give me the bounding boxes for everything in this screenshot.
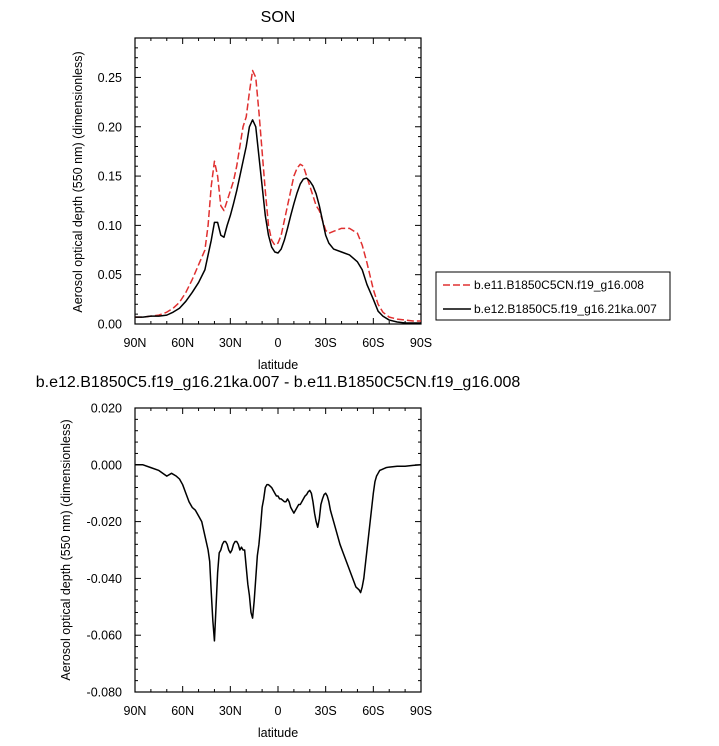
bottom-x-tick-label: 60N <box>171 704 194 718</box>
bottom-plot-frame <box>134 407 422 693</box>
top-x-tick-label: 90S <box>410 336 432 350</box>
bottom-y-tick-label: -0.060 <box>87 629 122 643</box>
legend-label-series-2: b.e12.B1850C5.f19_g16.21ka.007 <box>474 302 657 316</box>
top-panel: SON 90N 60N 30N 0 30S 60S 90S 0.00 0.05 0.10 0.15 0… <box>71 9 432 372</box>
top-x-tick-label: 30S <box>315 336 337 350</box>
bottom-x-tick-label: 90N <box>124 704 147 718</box>
top-y-tick-label: 0.00 <box>98 318 122 332</box>
bottom-x-tick-label: 30N <box>219 704 242 718</box>
top-x-tick-label: 90N <box>124 336 147 350</box>
bottom-y-tick-label: 0.020 <box>91 402 122 416</box>
top-chart-title: SON <box>261 9 296 26</box>
top-y-tick-label: 0.10 <box>98 219 122 233</box>
legend: b.e11.B1850C5CN.f19_g16.008 b.e12.B1850C… <box>435 271 671 321</box>
top-x-tick-label: 60N <box>171 336 194 350</box>
bottom-y-tick-label: -0.040 <box>87 572 122 586</box>
top-series-line-2 <box>135 119 421 324</box>
bottom-chart-title: b.e12.B1850C5.f19_g16.21ka.007 - b.e11.B… <box>36 374 521 391</box>
top-plot-frame <box>134 37 422 325</box>
bottom-axes: 90N 60N 30N 0 30S 60S 90S -0.080 -0.060 -0.040 -0.… <box>87 402 433 719</box>
top-y-axis-label: Aerosol optical depth (550 nm) (dimensio… <box>71 51 85 312</box>
bottom-x-tick-label: 30S <box>315 704 337 718</box>
bottom-y-tick-label: 0.000 <box>91 458 122 472</box>
bottom-y-axis-label: Aerosol optical depth (550 nm) (dimensio… <box>59 419 73 680</box>
top-y-tick-label: 0.25 <box>98 71 122 85</box>
bottom-x-axis-label: latitude <box>258 726 298 740</box>
bottom-x-tick-label: 90S <box>410 704 432 718</box>
bottom-y-tick-label: -0.020 <box>87 515 122 529</box>
top-y-tick-label: 0.15 <box>98 170 122 184</box>
bottom-x-tick-label: 60S <box>362 704 384 718</box>
bottom-series-lines <box>135 464 422 642</box>
legend-box <box>435 271 671 321</box>
top-y-tick-label: 0.20 <box>98 120 122 134</box>
bottom-y-tick-label: -0.080 <box>87 686 122 700</box>
top-x-tick-label: 60S <box>362 336 384 350</box>
bottom-panel: b.e12.B1850C5.f19_g16.21ka.007 - b.e11.B… <box>36 374 521 740</box>
top-x-axis-label: latitude <box>258 358 298 372</box>
bottom-x-tick-label: 0 <box>275 704 282 718</box>
top-series-line-1 <box>135 69 421 322</box>
top-axes: 90N 60N 30N 0 30S 60S 90S 0.00 0.05 0.10 0.15 0.20 0… <box>98 37 432 350</box>
legend-label-series-1: b.e11.B1850C5CN.f19_g16.008 <box>474 278 644 292</box>
top-x-tick-label: 30N <box>219 336 242 350</box>
bottom-series-line-1 <box>135 464 422 642</box>
top-x-tick-label: 0 <box>275 336 282 350</box>
top-series-lines <box>135 69 421 324</box>
top-y-tick-label: 0.05 <box>98 268 122 282</box>
